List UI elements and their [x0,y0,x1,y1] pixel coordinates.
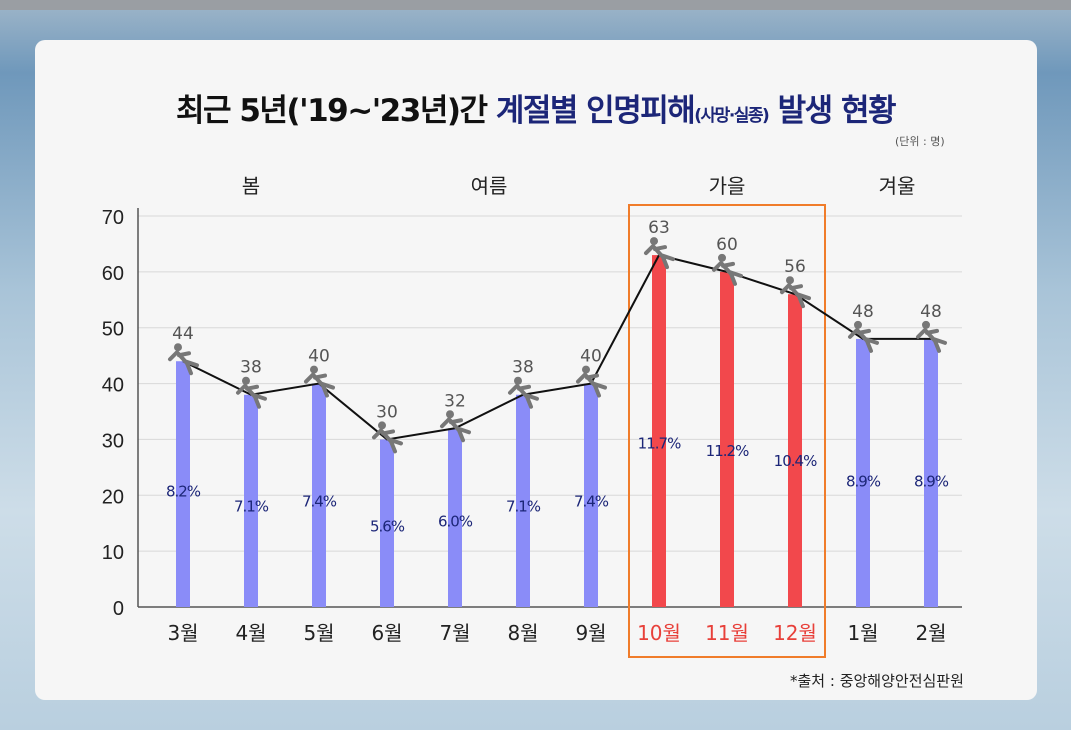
falling-person-icon [848,320,879,353]
percent-label: 8.2% [166,482,201,500]
value-label: 48 [852,302,874,322]
x-tick-label: 8월 [507,621,538,645]
title-part-2: 계절별 인명피해 [495,93,696,129]
title-part-3: (사망·실종) [694,106,770,126]
bar [924,338,938,607]
percent-label: 5.6% [370,518,405,536]
percent-label: 10.4% [774,452,817,470]
x-tick-label: 2월 [915,621,946,645]
percent-label: 8.9% [914,472,949,490]
percent-label: 8.9% [846,472,881,490]
bar [176,361,190,607]
falling-person-icon [440,410,471,443]
value-label: 38 [512,358,534,378]
percent-label: 7.4% [574,492,609,510]
value-label: 56 [784,257,806,277]
value-label: 30 [376,402,398,422]
source-label: *출처 : 중앙해양안전심판원 [790,672,964,690]
season-label: 봄 [242,174,260,198]
value-label: 40 [308,347,330,367]
value-label: 38 [240,358,262,378]
y-tick-label: 20 [102,486,124,508]
bar [380,439,394,607]
falling-person-icon [712,253,743,286]
x-tick-label: 7월 [439,621,470,645]
bar [652,255,666,607]
y-tick-label: 30 [102,430,124,452]
value-label: 40 [580,347,602,367]
y-tick-label: 0 [113,598,124,620]
bar [448,428,462,607]
trend-line [182,253,931,441]
percent-label: 7.4% [302,492,337,510]
x-tick-label: 10월 [637,621,681,645]
y-tick-label: 70 [102,207,124,229]
bar [788,294,802,607]
bar [244,394,258,607]
falling-person-icon [780,276,811,309]
y-tick-label: 60 [102,263,124,285]
bar [312,383,326,607]
season-label: 겨울 [879,174,916,198]
bar [516,394,530,607]
percent-label: 7.1% [506,497,541,515]
x-tick-label: 4월 [235,621,266,645]
x-tick-label: 12월 [773,621,817,645]
x-tick-label: 9월 [575,621,606,645]
x-tick-label: 1월 [847,621,878,645]
title-part-1: 최근 5년('19~'23년)간 [176,93,496,129]
title-part-4: 발생 현황 [768,93,897,129]
percent-label: 11.7% [638,435,681,453]
x-tick-label: 3월 [167,621,198,645]
falling-person-icon [236,376,267,409]
season-label: 가을 [709,174,746,198]
percent-label: 11.2% [706,442,749,460]
falling-person-icon [168,343,199,376]
x-tick-label: 11월 [705,621,749,645]
highlight-box [628,204,826,658]
value-label: 44 [172,324,194,344]
falling-person-icon [576,365,607,398]
value-label: 32 [444,391,466,411]
y-tick-label: 50 [102,319,124,341]
bar [584,383,598,607]
y-tick-label: 10 [102,542,124,564]
y-tick-label: 40 [102,375,124,397]
top-bar [0,0,1071,10]
falling-person-icon [916,320,947,353]
season-label: 여름 [471,174,508,198]
bar [856,338,870,607]
x-tick-label: 6월 [371,621,402,645]
falling-person-icon [304,365,335,398]
value-label: 60 [716,235,738,255]
x-tick-label: 5월 [303,621,334,645]
value-label: 48 [920,302,942,322]
value-label: 63 [648,218,670,238]
percent-label: 6.0% [438,513,473,531]
falling-person-icon [508,376,539,409]
falling-person-icon [372,421,403,454]
chart-title: 최근 5년('19~'23년)간 계절별 인명피해(사망·실종) 발생 현황 [0,85,1071,130]
bar [720,271,734,607]
unit-label: (단위 : 명) [895,135,945,148]
percent-label: 7.1% [234,497,269,515]
falling-person-icon [644,237,675,270]
